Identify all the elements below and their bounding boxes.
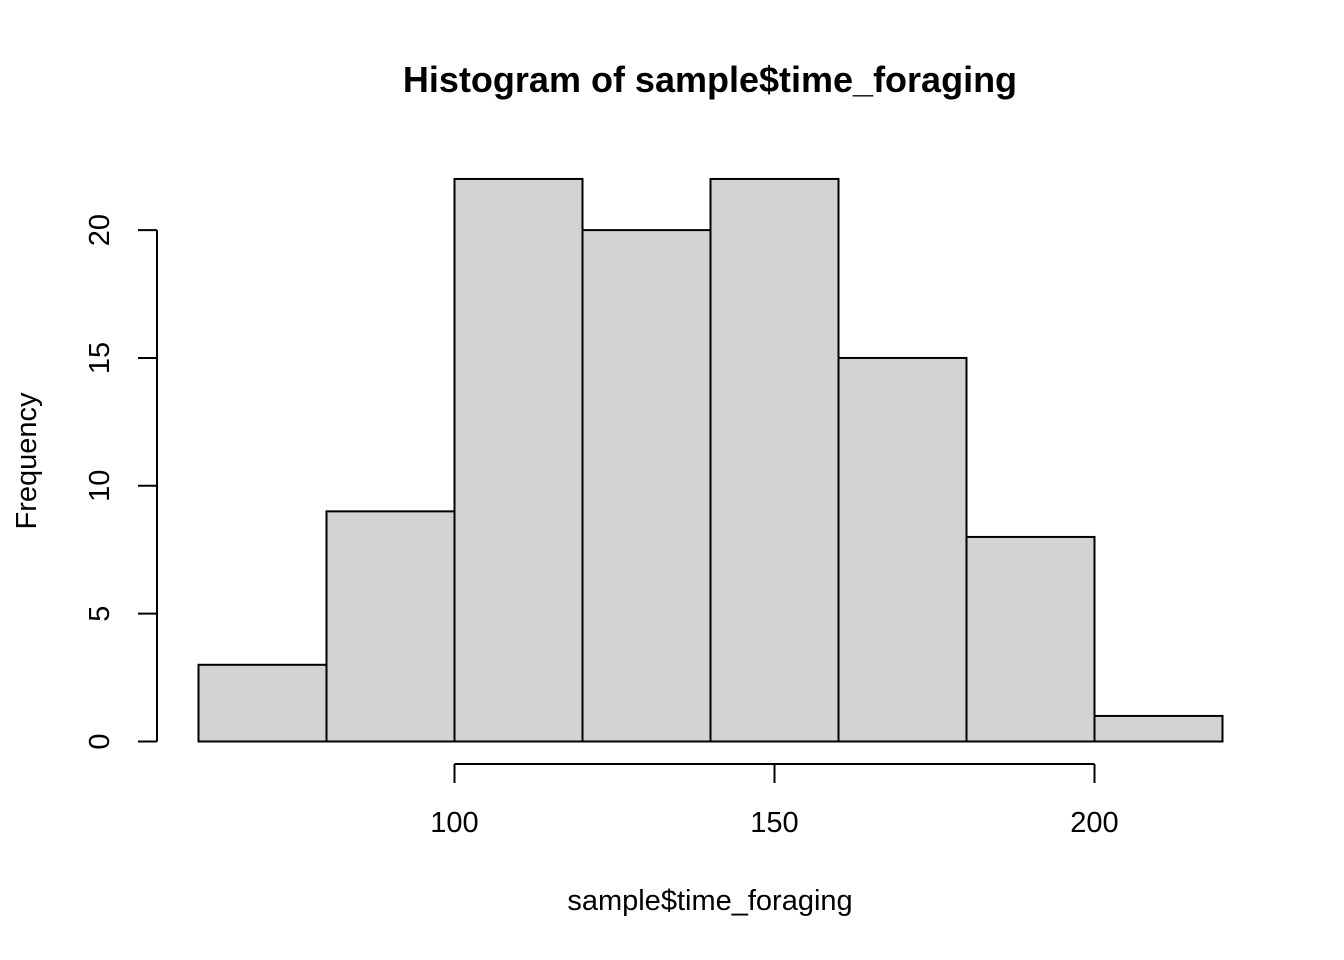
y-tick-label-15: 15 xyxy=(84,342,116,374)
histogram-bar-80-100 xyxy=(325,510,456,743)
y-tick-label-5: 5 xyxy=(84,606,116,622)
histogram-bar-120-140 xyxy=(581,229,712,743)
y-tick-label-20: 20 xyxy=(84,214,116,246)
x-axis: 100 150 200 xyxy=(430,763,1119,839)
y-tick-label-0: 0 xyxy=(84,733,116,749)
x-tick-label-100: 100 xyxy=(430,807,478,839)
histogram-bar-60-80 xyxy=(197,663,328,743)
bars-group xyxy=(197,177,1224,743)
histogram-bar-180-200 xyxy=(965,535,1096,743)
y-axis-title: Frequency xyxy=(11,392,43,530)
y-tick-label-10: 10 xyxy=(84,470,116,502)
chart-title: Histogram of sample$time_foraging xyxy=(403,59,1017,100)
x-tick-label-200: 200 xyxy=(1070,807,1118,839)
histogram-bar-200-220 xyxy=(1093,714,1224,743)
x-axis-title: sample$time_foraging xyxy=(567,885,852,917)
histogram-bar-140-160 xyxy=(709,177,840,743)
x-tick-label-150: 150 xyxy=(750,807,798,839)
y-axis: 0 5 10 15 20 xyxy=(84,214,158,750)
histogram-bar-100-120 xyxy=(453,177,584,743)
histogram-bar-160-180 xyxy=(837,356,968,743)
